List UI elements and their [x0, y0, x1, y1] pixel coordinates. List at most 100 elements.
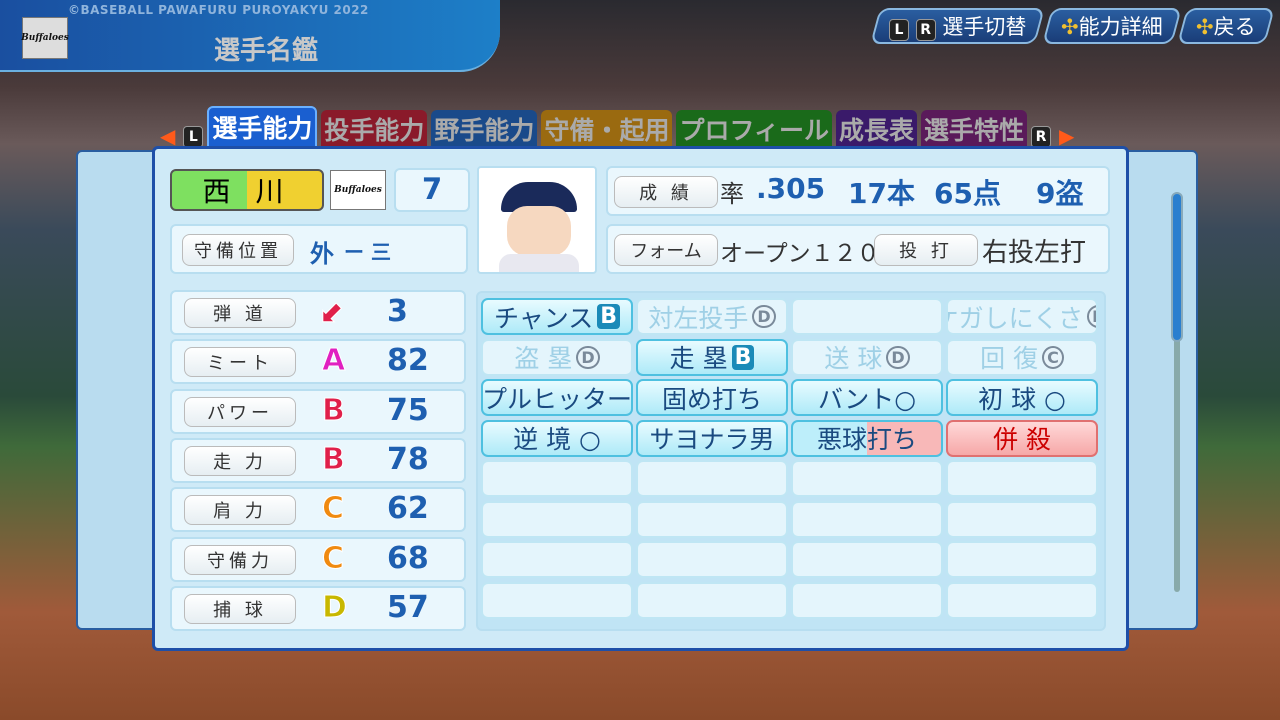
stat-label: 走 力: [184, 445, 296, 476]
skill-item[interactable]: 対左投手 D: [636, 298, 788, 335]
tab-bar: ◀ L 選手能力 投手能力 野手能力 守備・起用 プロフィール 成長表 選手特性 …: [156, 106, 1078, 148]
skill-item[interactable]: 併 殺: [946, 419, 1098, 457]
skill-grade: D: [1087, 305, 1096, 328]
empty-skill-slot[interactable]: [481, 581, 633, 619]
stat-label: 捕 球: [184, 593, 296, 624]
empty-skill-slot[interactable]: [636, 541, 788, 578]
tab-growth[interactable]: 成長表: [835, 110, 917, 148]
l-key-icon: L: [889, 19, 910, 41]
tab-profile[interactable]: プロフィール: [676, 110, 832, 148]
empty-skill-slot[interactable]: [946, 460, 1098, 497]
skill-name: チャンス: [493, 303, 594, 333]
stat-value: 78: [387, 441, 429, 477]
r-key-icon: R: [1031, 126, 1051, 148]
stat-label: 肩 力: [184, 495, 296, 526]
skill-grade: D: [752, 305, 776, 328]
left-arrow-icon[interactable]: ◀: [160, 124, 176, 148]
stat-row: 捕 球 D 57: [170, 585, 466, 631]
skill-name: プルヒッター: [482, 384, 633, 414]
skill-item[interactable]: バント○: [791, 379, 943, 416]
skill-grade: B: [731, 344, 755, 370]
switch-player-button[interactable]: L R 選手切替: [870, 8, 1046, 44]
empty-skill-slot[interactable]: [946, 541, 1098, 578]
skill-name: 対左投手: [648, 303, 749, 333]
team-logo: Buffaloes: [21, 17, 69, 59]
stat-grade: C: [321, 491, 345, 527]
scrollbar-thumb[interactable]: [1171, 192, 1183, 342]
stat-row: ミート A 82: [170, 339, 466, 385]
empty-skill-slot[interactable]: [791, 541, 943, 578]
empty-skill-slot[interactable]: [791, 460, 943, 497]
team-logo: Buffaloes: [330, 170, 386, 210]
skill-name: 送 球: [824, 344, 883, 373]
stat-value: 62: [387, 491, 429, 527]
skill-item[interactable]: 初 球 ○: [946, 379, 1098, 416]
button-cluster-icon: ✣: [1060, 15, 1079, 39]
uniform-number: 7: [422, 172, 443, 206]
skill-name: ケガしにくさ: [946, 303, 1084, 333]
tab-player-ability[interactable]: 選手能力: [207, 106, 318, 148]
empty-skill-slot[interactable]: [946, 500, 1098, 538]
stat-label: ミート: [184, 347, 296, 378]
stat-value: 57: [387, 589, 429, 625]
skill-name: バント○: [817, 384, 917, 414]
skill-name: 併 殺: [993, 425, 1051, 454]
back-button[interactable]: ✣戻る: [1177, 8, 1275, 44]
stat-grade: A: [321, 343, 346, 379]
button-cluster-icon: ✣: [1196, 15, 1214, 39]
stat-label: パワー: [184, 396, 296, 427]
home-runs: 17本: [848, 177, 915, 210]
ability-detail-button[interactable]: ✣能力詳細: [1041, 8, 1182, 44]
empty-skill-slot[interactable]: [481, 460, 633, 497]
empty-skill-slot[interactable]: [791, 500, 943, 538]
skill-item[interactable]: 悪球打ち: [791, 419, 943, 457]
right-arrow-icon[interactable]: ▶: [1059, 124, 1075, 148]
empty-skill-slot[interactable]: [481, 541, 633, 578]
skill-name: 回 復: [980, 344, 1039, 373]
stat-row: パワー B 75: [170, 388, 466, 434]
empty-skill-slot[interactable]: [791, 581, 943, 619]
tab-defense-usage[interactable]: 守備・起用: [541, 110, 673, 148]
skill-name: 盗 塁: [514, 344, 573, 373]
button-label: 能力詳細: [1078, 15, 1163, 39]
copyright: ©BASEBALL PAWAFURU PUROYAKYU 2022: [68, 3, 369, 17]
player-portrait: [477, 166, 597, 274]
skill-name: 走 塁: [669, 344, 728, 373]
empty-skill-slot[interactable]: [636, 581, 788, 619]
skill-name: 固め打ち: [661, 384, 762, 414]
tab-fielder-ability[interactable]: 野手能力: [431, 110, 538, 148]
scrollbar-track[interactable]: [1174, 192, 1180, 592]
stat-grade: D: [322, 589, 348, 625]
skill-item[interactable]: 逆 境 ○: [481, 419, 633, 457]
stat-value: 82: [387, 343, 429, 379]
tab-pitcher-ability[interactable]: 投手能力: [321, 110, 428, 148]
skill-item[interactable]: ケガしにくさD: [946, 298, 1098, 335]
stat-row: 肩 力 C 62: [170, 487, 466, 533]
l-key-icon: L: [183, 126, 204, 148]
page-title: 選手名鑑: [214, 36, 319, 66]
skill-grade: D: [576, 345, 600, 369]
empty-skill-slot[interactable]: [636, 460, 788, 497]
skill-item[interactable]: サヨナラ男: [636, 419, 788, 457]
pitching-form: オープン１２０: [720, 241, 880, 267]
bat-throw: 右投左打: [982, 238, 1087, 268]
empty-skill-slot[interactable]: [791, 298, 943, 335]
empty-skill-slot[interactable]: [636, 500, 788, 538]
skill-item[interactable]: プルヒッター: [481, 379, 633, 416]
avg-label: 率: [720, 180, 744, 208]
empty-skill-slot[interactable]: [946, 581, 1098, 619]
stat-value: 68: [387, 540, 429, 576]
rbi: 65点: [934, 177, 1001, 210]
empty-skill-slot[interactable]: [481, 500, 633, 538]
skill-item[interactable]: 固め打ち: [636, 379, 788, 416]
skill-item[interactable]: チャンス B: [481, 298, 633, 335]
stat-row: 走 力 B 78: [170, 437, 466, 483]
skill-name: 初 球 ○: [978, 384, 1066, 414]
stat-value: 3: [387, 294, 408, 329]
tab-traits[interactable]: 選手特性: [920, 110, 1027, 148]
skill-grade: D: [886, 345, 910, 369]
